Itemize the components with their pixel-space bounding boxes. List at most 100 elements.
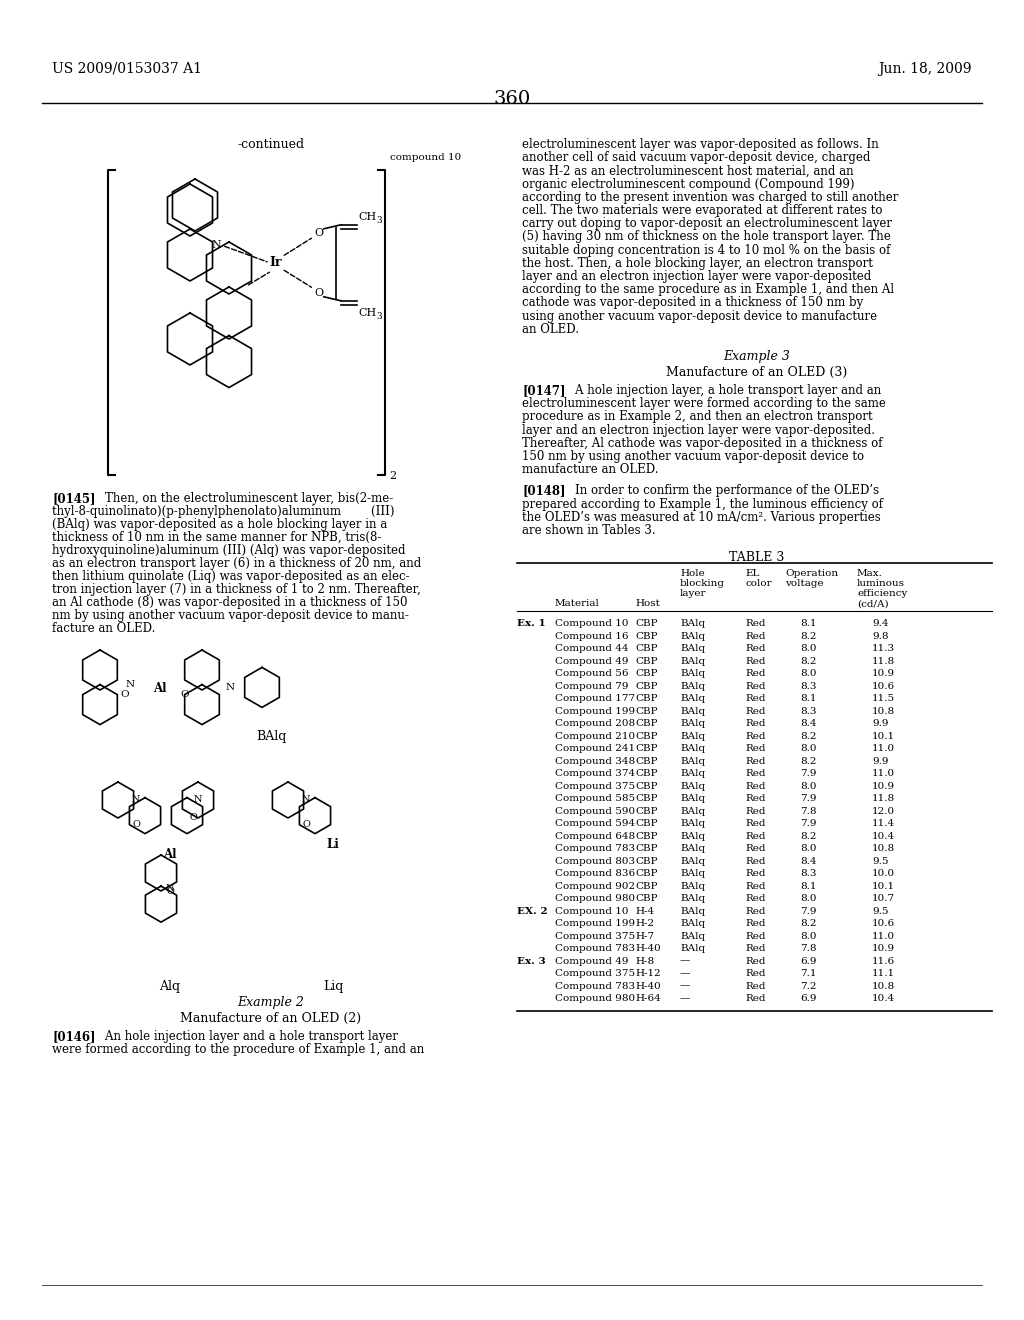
Text: Red: Red <box>745 644 766 653</box>
Text: O: O <box>121 690 129 700</box>
Text: Manufacture of an OLED (3): Manufacture of an OLED (3) <box>667 366 848 379</box>
Text: H-12: H-12 <box>635 969 660 978</box>
Text: an OLED.: an OLED. <box>522 323 579 335</box>
Text: Red: Red <box>745 907 766 916</box>
Text: Jun. 18, 2009: Jun. 18, 2009 <box>879 62 972 77</box>
Text: CBP: CBP <box>635 656 657 665</box>
Text: Compound 836: Compound 836 <box>555 869 635 878</box>
Text: Red: Red <box>745 969 766 978</box>
Text: layer: layer <box>680 589 707 598</box>
Text: BAlq: BAlq <box>680 619 706 628</box>
Text: (cd/A): (cd/A) <box>857 599 889 609</box>
Text: 6.9: 6.9 <box>800 957 816 966</box>
Text: Compound 348: Compound 348 <box>555 756 635 766</box>
Text: Compound 10: Compound 10 <box>555 619 629 628</box>
Text: voltage: voltage <box>785 579 823 589</box>
Text: 8.2: 8.2 <box>800 756 816 766</box>
Text: 7.2: 7.2 <box>800 982 816 991</box>
Text: 10.9: 10.9 <box>872 944 895 953</box>
Text: O: O <box>132 820 140 829</box>
Text: CBP: CBP <box>635 869 657 878</box>
Text: CBP: CBP <box>635 820 657 828</box>
Text: 3: 3 <box>377 313 382 321</box>
Text: BAlq: BAlq <box>680 795 706 803</box>
Text: Red: Red <box>745 706 766 715</box>
Text: 7.9: 7.9 <box>800 795 816 803</box>
Text: 10.6: 10.6 <box>872 919 895 928</box>
Text: An hole injection layer and a hole transport layer: An hole injection layer and a hole trans… <box>90 1030 398 1043</box>
Text: Red: Red <box>745 932 766 941</box>
Text: BAlq: BAlq <box>680 731 706 741</box>
Text: Compound 49: Compound 49 <box>555 656 629 665</box>
Text: hydroxyquinoline)aluminum (III) (Alq) was vapor-deposited: hydroxyquinoline)aluminum (III) (Alq) wa… <box>52 544 406 557</box>
Text: blocking: blocking <box>680 579 725 589</box>
Text: 150 nm by using another vacuum vapor-deposit device to: 150 nm by using another vacuum vapor-dep… <box>522 450 864 463</box>
Text: BAlq: BAlq <box>680 932 706 941</box>
Text: BAlq: BAlq <box>680 907 706 916</box>
Text: as an electron transport layer (6) in a thickness of 20 nm, and: as an electron transport layer (6) in a … <box>52 557 421 570</box>
Text: color: color <box>745 579 772 589</box>
Text: 8.3: 8.3 <box>800 869 816 878</box>
Text: Red: Red <box>745 756 766 766</box>
Text: H-40: H-40 <box>635 982 660 991</box>
Text: 10.6: 10.6 <box>872 681 895 690</box>
Text: EX. 2: EX. 2 <box>517 907 548 916</box>
Text: thickness of 10 nm in the same manner for NPB, tris(8-: thickness of 10 nm in the same manner fo… <box>52 531 381 544</box>
Text: [0145]: [0145] <box>52 492 95 506</box>
Text: Red: Red <box>745 681 766 690</box>
Text: O: O <box>314 228 324 238</box>
Text: Red: Red <box>745 994 766 1003</box>
Text: BAlq: BAlq <box>256 730 286 743</box>
Text: Red: Red <box>745 694 766 704</box>
Text: prepared according to Example 1, the luminous efficiency of: prepared according to Example 1, the lum… <box>522 498 883 511</box>
Text: 10.8: 10.8 <box>872 845 895 853</box>
Text: 8.3: 8.3 <box>800 706 816 715</box>
Text: Example 2: Example 2 <box>238 997 304 1008</box>
Text: Compound 590: Compound 590 <box>555 807 635 816</box>
Text: Red: Red <box>745 744 766 754</box>
Text: BAlq: BAlq <box>680 681 706 690</box>
Text: N: N <box>225 682 234 692</box>
Text: facture an OLED.: facture an OLED. <box>52 622 156 635</box>
Text: procedure as in Example 2, and then an electron transport: procedure as in Example 2, and then an e… <box>522 411 872 424</box>
Text: Compound 980: Compound 980 <box>555 994 635 1003</box>
Text: Red: Red <box>745 857 766 866</box>
Text: 360: 360 <box>494 90 530 108</box>
Text: Compound 10: Compound 10 <box>555 907 629 916</box>
Text: 10.0: 10.0 <box>872 869 895 878</box>
Text: BAlq: BAlq <box>680 719 706 729</box>
Text: CBP: CBP <box>635 894 657 903</box>
Text: organic electroluminescent compound (Compound 199): organic electroluminescent compound (Com… <box>522 178 854 190</box>
Text: 10.7: 10.7 <box>872 894 895 903</box>
Text: BAlq: BAlq <box>680 857 706 866</box>
Text: Compound 16: Compound 16 <box>555 632 629 640</box>
Text: BAlq: BAlq <box>680 756 706 766</box>
Text: O: O <box>189 813 197 822</box>
Text: O: O <box>180 690 189 700</box>
Text: 8.0: 8.0 <box>800 932 816 941</box>
Text: —: — <box>680 994 690 1003</box>
Text: CH: CH <box>358 308 377 318</box>
Text: Compound 177: Compound 177 <box>555 694 635 704</box>
Text: nm by using another vacuum vapor-deposit device to manu-: nm by using another vacuum vapor-deposit… <box>52 609 409 622</box>
Text: cell. The two materials were evaporated at different rates to: cell. The two materials were evaporated … <box>522 205 883 216</box>
Text: BAlq: BAlq <box>680 869 706 878</box>
Text: EL: EL <box>745 569 760 578</box>
Text: Compound 783: Compound 783 <box>555 845 635 853</box>
Text: Compound 980: Compound 980 <box>555 894 635 903</box>
Text: were formed according to the procedure of Example 1, and an: were formed according to the procedure o… <box>52 1043 424 1056</box>
Text: CBP: CBP <box>635 845 657 853</box>
Text: BAlq: BAlq <box>680 820 706 828</box>
Text: electroluminescent layer were formed according to the same: electroluminescent layer were formed acc… <box>522 397 886 411</box>
Text: carry out doping to vapor-deposit an electroluminescent layer: carry out doping to vapor-deposit an ele… <box>522 218 892 230</box>
Text: BAlq: BAlq <box>680 919 706 928</box>
Text: Compound 375: Compound 375 <box>555 781 635 791</box>
Text: Li: Li <box>327 838 339 851</box>
Text: 12.0: 12.0 <box>872 807 895 816</box>
Text: CBP: CBP <box>635 807 657 816</box>
Text: layer and an electron injection layer were vapor-deposited.: layer and an electron injection layer we… <box>522 424 874 437</box>
Text: 8.2: 8.2 <box>800 832 816 841</box>
Text: 7.9: 7.9 <box>800 770 816 779</box>
Text: 11.5: 11.5 <box>872 694 895 704</box>
Text: Compound 375: Compound 375 <box>555 969 635 978</box>
